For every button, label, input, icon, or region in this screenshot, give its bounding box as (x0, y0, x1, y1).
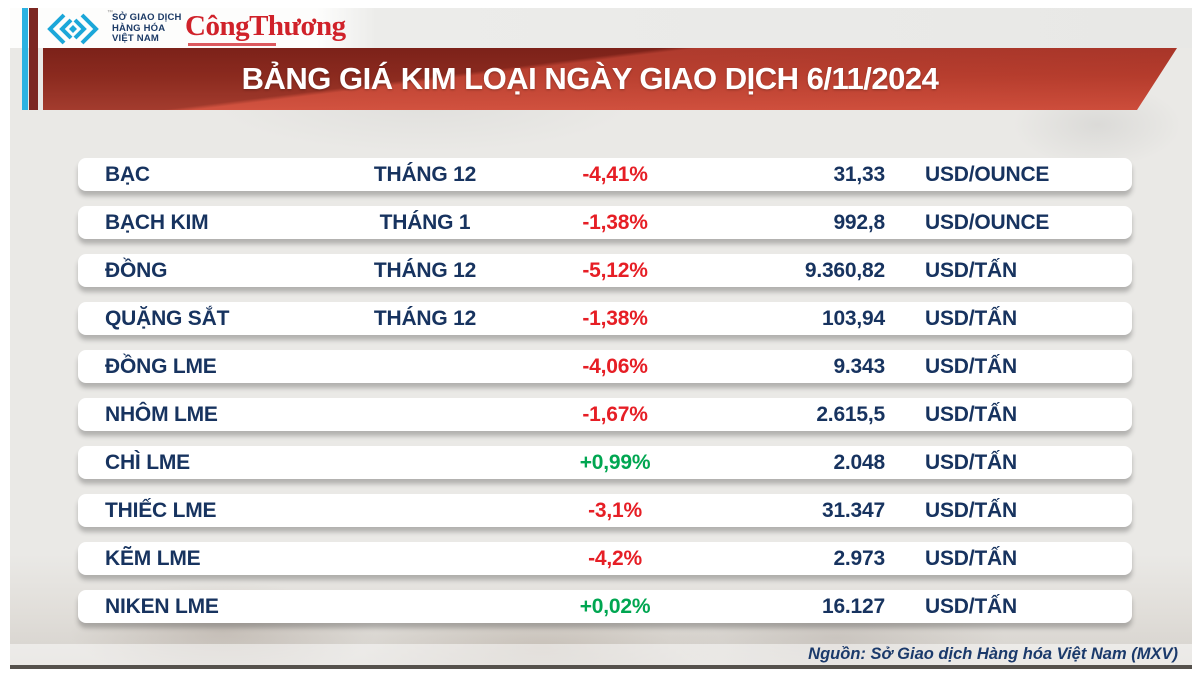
change-percent: +0,02% (579, 594, 651, 618)
mxv-org-line-2: HÀNG HÓA (112, 22, 166, 34)
change-percent: -1,67% (582, 402, 648, 426)
change-percent: -3,1% (588, 498, 642, 522)
mxv-org-line-1: SỞ GIAO DỊCH (112, 12, 182, 23)
price-value: 103,94 (821, 306, 885, 330)
metal-name: KẼM LME (105, 546, 201, 570)
table-row: CHÌ LME +0,99% 2.048 USD/TẤN (78, 446, 1132, 479)
change-percent: +0,99% (579, 450, 651, 474)
change-percent: -1,38% (582, 210, 648, 234)
table-row: NHÔM LME -1,67% 2.615,5 USD/TẤN (78, 398, 1132, 431)
table-row: KẼM LME -4,2% 2.973 USD/TẤN (78, 542, 1132, 575)
change-percent: -5,12% (582, 258, 648, 282)
page-title: BẢNG GIÁ KIM LOẠI NGÀY GIAO DỊCH 6/11/20… (241, 61, 939, 96)
metal-name: NHÔM LME (105, 402, 218, 426)
price-value: 992,8 (833, 210, 885, 234)
mxv-org-name: SỞ GIAO DỊCH HÀNG HÓA VIỆT NAM (112, 12, 182, 45)
price-value: 9.343 (833, 354, 885, 378)
metal-name: THIẾC LME (105, 498, 217, 522)
metal-name: BẠC (105, 162, 150, 186)
source-attribution: Nguồn: Sở Giao dịch Hàng hóa Việt Nam (M… (808, 645, 1178, 663)
congthuong-logo: CôngThương (185, 10, 346, 42)
mxv-logo-icon (47, 13, 99, 45)
infographic-canvas: ™ SỞ GIAO DỊCH HÀNG HÓA VIỆT NAM CôngThư… (10, 8, 1192, 665)
table-row: BẠCH KIM THÁNG 1 -1,38% 992,8 USD/OUNCE (78, 206, 1132, 239)
price-unit: USD/TẤN (925, 258, 1017, 282)
mxv-org-line-3: VIỆT NAM (112, 33, 159, 44)
table-row: NIKEN LME +0,02% 16.127 USD/TẤN (78, 590, 1132, 623)
metal-name: ĐỒNG LME (105, 354, 217, 378)
change-percent: -4,2% (588, 546, 642, 570)
decor-stripe-cyan (21, 8, 28, 110)
price-value: 2.048 (833, 450, 885, 474)
price-value: 31.347 (821, 498, 885, 522)
change-percent: -4,06% (582, 354, 648, 378)
price-unit: USD/TẤN (925, 594, 1017, 618)
contract-month: THÁNG 12 (373, 258, 477, 282)
price-unit: USD/TẤN (925, 546, 1017, 570)
decor-stripe-maroon (28, 8, 38, 110)
price-unit: USD/OUNCE (925, 210, 1050, 234)
table-row: THIẾC LME -3,1% 31.347 USD/TẤN (78, 494, 1132, 527)
title-banner: BẢNG GIÁ KIM LOẠI NGÀY GIAO DỊCH 6/11/20… (43, 48, 1177, 110)
trademark-symbol: ™ (107, 10, 113, 16)
metal-name: BẠCH KIM (105, 210, 209, 234)
price-unit: USD/TẤN (925, 498, 1017, 522)
price-value: 2.973 (833, 546, 885, 570)
price-unit: USD/TẤN (925, 450, 1017, 474)
table-row: BẠC THÁNG 12 -4,41% 31,33 USD/OUNCE (78, 158, 1132, 191)
contract-month: THÁNG 12 (373, 162, 477, 186)
metal-name: QUẶNG SẮT (105, 306, 230, 330)
contract-month: THÁNG 12 (373, 306, 477, 330)
bottom-border-bar (10, 665, 1192, 669)
congthuong-tagline-bar (188, 43, 276, 46)
price-value: 9.360,82 (804, 258, 885, 282)
price-value: 2.615,5 (816, 402, 885, 426)
table-row: ĐỒNG LME -4,06% 9.343 USD/TẤN (78, 350, 1132, 383)
price-table: BẠC THÁNG 12 -4,41% 31,33 USD/OUNCE BẠCH KIM T… (78, 158, 1132, 638)
table-row: ĐỒNG THÁNG 12 -5,12% 9.360,82 USD/TẤN (78, 254, 1132, 287)
table-row: QUẶNG SẮT THÁNG 12 -1,38% 103,94 USD/TẤN (78, 302, 1132, 335)
change-percent: -4,41% (582, 162, 648, 186)
footer-strip: Nguồn: Sở Giao dịch Hàng hóa Việt Nam (M… (10, 644, 1192, 665)
metal-name: NIKEN LME (105, 594, 219, 618)
price-unit: USD/TẤN (925, 306, 1017, 330)
header-strip: ™ SỞ GIAO DỊCH HÀNG HÓA VIỆT NAM CôngThư… (10, 8, 1192, 48)
change-percent: -1,38% (582, 306, 648, 330)
contract-month: THÁNG 1 (379, 210, 471, 234)
metal-name: CHÌ LME (105, 450, 190, 474)
metal-name: ĐỒNG (105, 258, 168, 282)
price-unit: USD/TẤN (925, 354, 1017, 378)
price-value: 31,33 (833, 162, 885, 186)
price-unit: USD/TẤN (925, 402, 1017, 426)
price-value: 16.127 (821, 594, 885, 618)
price-unit: USD/OUNCE (925, 162, 1050, 186)
